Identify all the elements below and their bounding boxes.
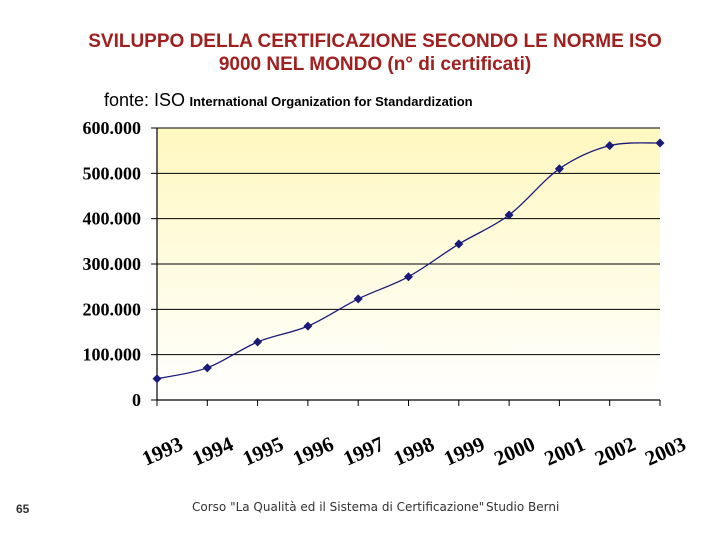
y-tick-label: 0 — [132, 390, 141, 410]
x-tick-label: 2002 — [591, 432, 639, 471]
chart-title: SVILUPPO DELLA CERTIFICAZIONE SECONDO LE… — [40, 30, 710, 76]
data-point — [202, 363, 212, 373]
page-number: 65 — [16, 502, 30, 516]
x-tick-labels: 1993 1994 1995 1996 1997 1998 1999 2000 2001 2002… — [138, 431, 689, 470]
data-point — [152, 374, 162, 384]
x-tick-label: 2003 — [641, 432, 689, 471]
y-tick-label: 100.000 — [83, 345, 142, 365]
y-tick-label: 400.000 — [83, 209, 142, 229]
data-point — [605, 141, 615, 151]
gridlines — [151, 127, 660, 401]
data-point — [454, 239, 464, 249]
data-point — [504, 210, 514, 220]
y-tick-label: 500.000 — [83, 163, 142, 183]
x-tick-label: 2001 — [541, 432, 589, 471]
y-tick-label: 600.000 — [83, 118, 142, 138]
y-tick-labels: 0 100.000 200.000 300.000 400.000 500.000 600.… — [83, 118, 142, 410]
x-tick-label: 1993 — [138, 432, 186, 471]
x-tick-label: 2000 — [490, 432, 538, 471]
x-tick-label: 1994 — [189, 431, 238, 470]
data-point — [303, 321, 313, 331]
x-tick-label: 1999 — [440, 432, 488, 471]
data-point — [554, 164, 564, 174]
x-tick-label: 1998 — [390, 432, 438, 471]
source-prefix: fonte: ISO — [104, 90, 186, 110]
chart-title-line-2: 9000 NEL MONDO (n° di certificati) — [218, 54, 532, 75]
x-tick-label: 1995 — [239, 432, 287, 471]
y-tick-label: 300.000 — [83, 254, 142, 274]
footer-course: Corso "La Qualità ed il Sistema di Certi… — [192, 500, 485, 514]
source-organization: International Organization for Standardi… — [189, 94, 473, 109]
data-point — [253, 337, 263, 347]
y-tick-label: 200.000 — [83, 299, 142, 319]
axes — [156, 128, 661, 406]
data-point — [404, 272, 413, 282]
data-point — [353, 294, 363, 304]
x-tick-label: 1997 — [339, 432, 387, 471]
source-note: fonte: ISO International Organization fo… — [104, 90, 473, 111]
data-point — [655, 138, 665, 148]
chart-title-line-1: SVILUPPO DELLA CERTIFICAZIONE SECONDO LE… — [88, 31, 662, 52]
x-tick-label: 1996 — [289, 432, 337, 471]
data-markers — [152, 138, 665, 384]
footer-studio: Studio Berni — [486, 500, 560, 514]
